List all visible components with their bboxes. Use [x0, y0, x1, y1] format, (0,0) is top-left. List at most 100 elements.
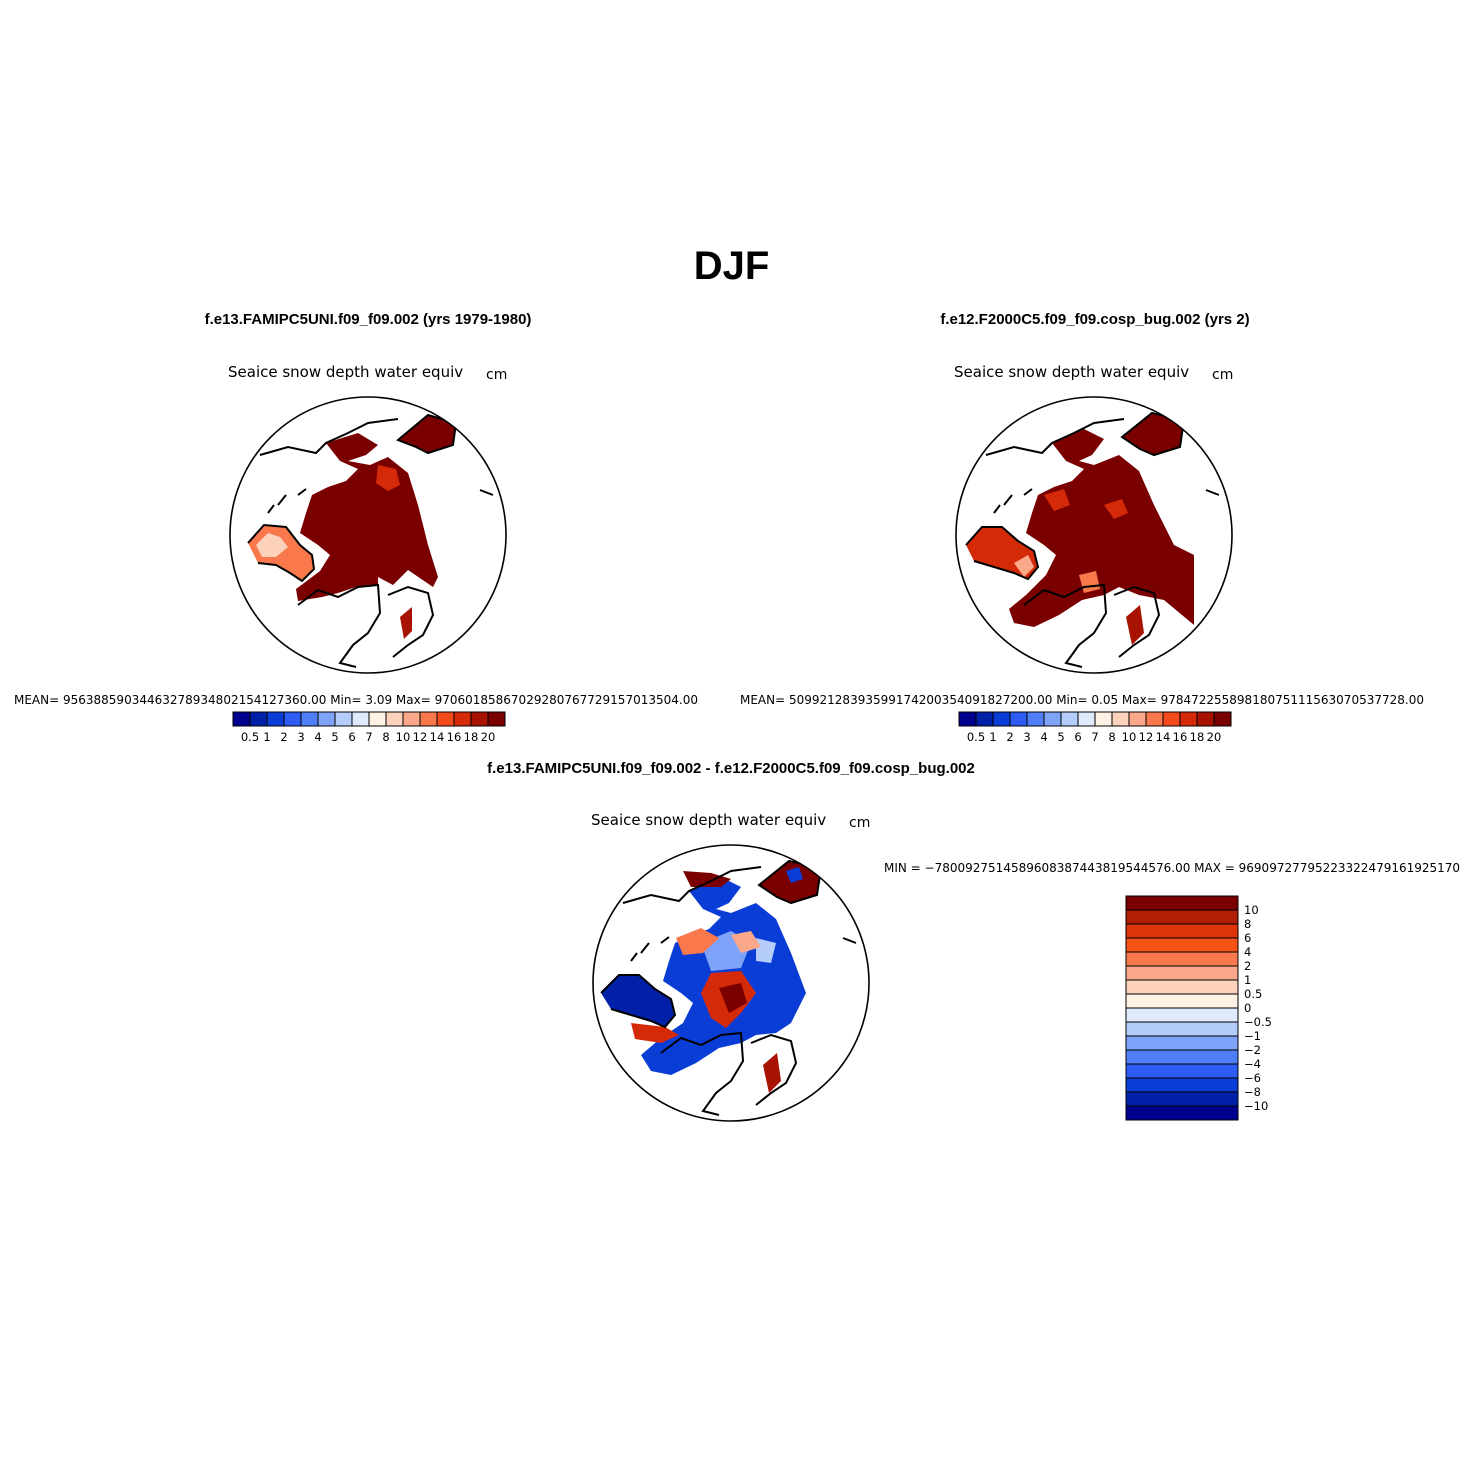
panel-3-colorbar-label: −2: [1244, 1043, 1261, 1057]
panel-1-colorbar-label: 10: [396, 730, 411, 744]
panel-1-colorbar-swatch: [436, 711, 455, 727]
panel-3-colorbar-swatch: [1125, 1091, 1239, 1107]
panel-3-units: cm: [849, 815, 871, 831]
panel-1-units: cm: [486, 367, 508, 383]
panel-2-baltic-ice: [1126, 605, 1144, 645]
panel-1-colorbar: 0.5 1 2 3 4 5 6 7 8 10 12 14 16 18 20: [232, 711, 506, 744]
panel-1-arctic-ice-field: [296, 433, 438, 601]
panel-3-stats: MIN = −7800927514589608387443819544576.0…: [884, 861, 1461, 875]
panel-2-colorbar-label: 4: [1040, 730, 1047, 744]
panel-1-colorbar-swatch: [351, 711, 370, 727]
panel-3-colorbar-swatch: [1125, 895, 1239, 911]
panel-1-colorbar-label: 6: [348, 730, 355, 744]
panel-1-colorbar-swatch: [317, 711, 336, 727]
panel-1-colorbar-swatch: [385, 711, 404, 727]
panel-1-colorbar-swatch: [419, 711, 438, 727]
panel-3-colorbar-label: 1: [1244, 973, 1251, 987]
panel-1-case-title: f.e13.FAMIPC5UNI.f09_f09.002 (yrs 1979-1…: [204, 311, 532, 328]
panel-3-colorbar-swatch: [1125, 993, 1239, 1009]
panel-2-colorbar-swatch: [1043, 711, 1062, 727]
panel-1-colorbar-swatch: [470, 711, 489, 727]
panel-1-colorbar-label: 3: [297, 730, 304, 744]
panel-2-colorbar-swatch: [1026, 711, 1045, 727]
panel-3-greenland-blue-patch: [786, 867, 803, 883]
panel-2-colorbar-swatch: [992, 711, 1011, 727]
panel-1-greenland-sea-ice: [398, 415, 456, 453]
panel-2-variable-title: Seaice snow depth water equiv: [954, 363, 1190, 381]
panel-1-colorbar-swatch: [402, 711, 421, 727]
panel-2-colorbar-swatch: [1111, 711, 1130, 727]
panel-2-colorbar-label: 12: [1139, 730, 1154, 744]
panel-3-colorbar-swatch: [1125, 1105, 1239, 1121]
panel-2-map-boundary: [955, 396, 1233, 674]
panel-2-arctic-ice-field: [1009, 429, 1194, 627]
panel-1-colorbar-label: 2: [280, 730, 287, 744]
panel-2-ice-orange-patch-a: [1044, 489, 1070, 511]
panel-1-colorbar-label: 7: [365, 730, 372, 744]
panel-2-ice-orange-patch-b: [1104, 499, 1128, 519]
panel-1-polar-map: [229, 396, 507, 674]
panel-2-colorbar-swatch: [1060, 711, 1079, 727]
panel-1-colorbar-swatch: [368, 711, 387, 727]
panel-2-colorbar-label: 20: [1207, 730, 1222, 744]
panel-3-colorbar-label: 4: [1244, 945, 1251, 959]
panel-3-colorbar-label: 10: [1244, 903, 1259, 917]
panel-3-diff-light-blue-b: [756, 938, 776, 963]
panel-2-case-title: f.e12.F2000C5.f09_f09.cosp_bug.002 (yrs …: [940, 311, 1250, 328]
panel-3-colorbar-swatch: [1125, 937, 1239, 953]
panel-2-colorbar-label: 3: [1023, 730, 1030, 744]
panel-3-colorbar-swatch: [1125, 1021, 1239, 1037]
panel-2-greenland-sea-ice: [1122, 413, 1184, 455]
panel-2-colorbar-label: 1: [989, 730, 996, 744]
panel-2-colorbar-swatch: [1213, 711, 1232, 727]
panel-3-colorbar-label: 6: [1244, 931, 1251, 945]
panel-2-colorbar-swatch: [1009, 711, 1028, 727]
panel-2-colorbar-swatch: [975, 711, 994, 727]
panel-3-colorbar-label: −1: [1244, 1029, 1261, 1043]
panel-2-colorbar-label: 5: [1057, 730, 1064, 744]
panel-1-colorbar-swatch: [334, 711, 353, 727]
panel-1-colorbar-label: 4: [314, 730, 321, 744]
panel-3-colorbar-label: −8: [1244, 1085, 1261, 1099]
panel-1-ice-orange-patch: [376, 465, 400, 491]
panel-1-colorbar-swatch: [283, 711, 302, 727]
panel-3-colorbar-label: 2: [1244, 959, 1251, 973]
panel-3-variable-title: Seaice snow depth water equiv: [591, 811, 827, 829]
panel-3-colorbar-swatch: [1125, 1063, 1239, 1079]
panel-1-colorbar-swatch: [300, 711, 319, 727]
panel-3-diff-positive-d: [719, 983, 747, 1013]
figure-title: DJF: [693, 244, 770, 288]
panel-1-colorbar-label: 14: [430, 730, 445, 744]
panel-3-polar-map: [592, 844, 870, 1122]
panel-3-colorbar-swatch: [1125, 1077, 1239, 1093]
panel-2-colorbar-swatch: [1162, 711, 1181, 727]
panel-2-colorbar-swatch: [1179, 711, 1198, 727]
panel-1-colorbar-swatch: [487, 711, 506, 727]
panel-1-colorbar-swatch: [249, 711, 268, 727]
panel-1-colorbar-label: 5: [331, 730, 338, 744]
panel-2-colorbar-swatch: [1145, 711, 1164, 727]
panel-1-variable-title: Seaice snow depth water equiv: [228, 363, 464, 381]
panel-3-colorbar-label: 0.5: [1244, 987, 1262, 1001]
panel-2-colorbar-label: 10: [1122, 730, 1137, 744]
panel-1-hudson-light-ice: [256, 533, 288, 557]
panel-2-colorbar-label: 6: [1074, 730, 1081, 744]
panel-3-colorbar-label: −0.5: [1244, 1015, 1272, 1029]
panel-1-colorbar-label: 0.5: [241, 730, 259, 744]
panel-2-colorbar-swatch: [1196, 711, 1215, 727]
panel-2-units: cm: [1212, 367, 1234, 383]
panel-2-colorbar-swatch: [1094, 711, 1113, 727]
panel-3-colorbar-swatch: [1125, 951, 1239, 967]
panel-1-colorbar-label: 18: [464, 730, 479, 744]
panel-2-colorbar-label: 8: [1108, 730, 1115, 744]
panel-2-colorbar-swatch: [1077, 711, 1096, 727]
panel-3-diff-positive-a: [676, 928, 719, 955]
panel-1-colorbar-label: 16: [447, 730, 462, 744]
panel-1-colorbar-swatch: [232, 711, 251, 727]
panel-1-colorbar-label: 20: [481, 730, 496, 744]
panel-2-colorbar-label: 2: [1006, 730, 1013, 744]
panel-1-colorbar-label: 8: [382, 730, 389, 744]
panel-3-hudson-bay-diff: [601, 975, 675, 1027]
panel-3-greenland-diff: [759, 861, 821, 903]
